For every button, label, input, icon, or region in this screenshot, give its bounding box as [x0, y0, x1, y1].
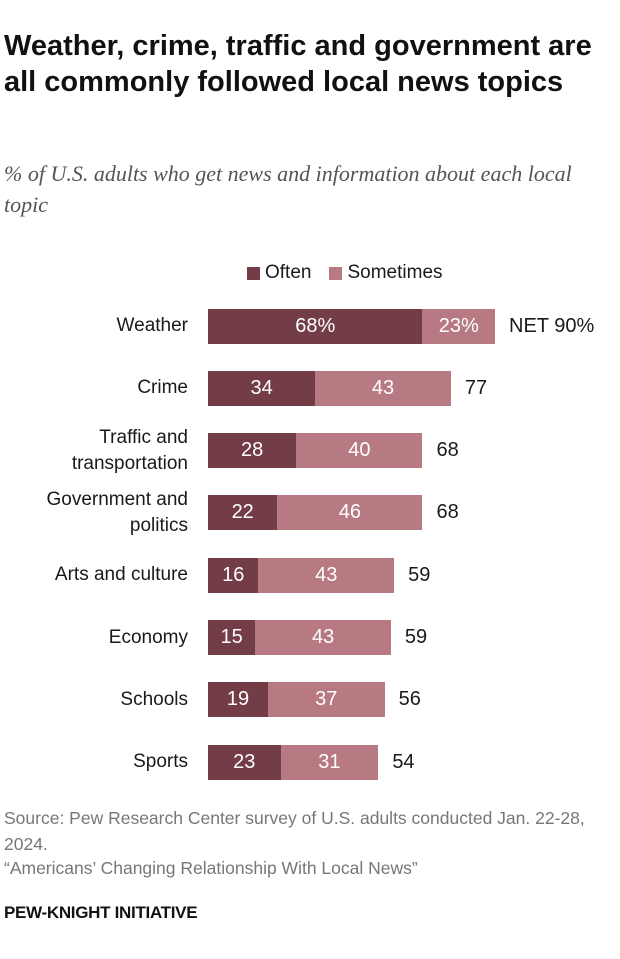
bar-sometimes: 43: [255, 620, 391, 655]
bar-often: 34: [208, 370, 316, 406]
bar-often: 15: [208, 620, 256, 655]
net-label: NET 90%: [509, 314, 595, 337]
category-label: Traffic and transportation: [71, 426, 188, 474]
category-label: Government and politics: [46, 488, 188, 536]
bar-sometimes: 40: [296, 433, 423, 469]
bar-often: 19: [208, 682, 268, 718]
bar-often: 68%: [208, 308, 423, 344]
category-label: Economy: [108, 626, 188, 648]
legend-label-sometimes: Sometimes: [347, 262, 443, 283]
category-label: Schools: [120, 688, 188, 710]
chart-title: Weather, crime, traffic and government a…: [4, 30, 592, 98]
legend: Often Sometimes: [247, 262, 443, 284]
report-title: “Americans’ Changing Relationship With L…: [4, 858, 418, 878]
category-label: Crime: [137, 377, 188, 399]
bar-sometimes: 46: [277, 495, 423, 531]
net-label: 59: [408, 563, 431, 586]
brand-label: PEW-KNIGHT INITIATIVE: [4, 903, 198, 922]
bar-sometimes: 43: [258, 557, 395, 593]
category-label: Sports: [133, 751, 188, 773]
bar-often: 23: [208, 744, 281, 780]
bar-sometimes: 43: [315, 370, 451, 406]
net-label: 68: [436, 501, 459, 524]
net-label: 54: [392, 750, 415, 773]
bar-sometimes: 23%: [422, 308, 495, 344]
bar-often: 28: [208, 433, 297, 469]
bar-often: 22: [208, 495, 278, 531]
chart-subtitle: % of U.S. adults who get news and inform…: [4, 161, 572, 217]
net-label: 68: [436, 439, 459, 462]
bar-sometimes: 37: [267, 682, 385, 718]
legend-swatch-sometimes: [329, 266, 343, 280]
bar-sometimes: 31: [280, 744, 379, 780]
legend-label-often: Often: [265, 262, 312, 283]
bar-often: 16: [208, 557, 259, 593]
net-label: 56: [398, 688, 421, 711]
source-note: Source: Pew Research Center survey of U.…: [4, 808, 585, 854]
net-label: 77: [464, 376, 488, 399]
category-label: Arts and culture: [54, 564, 188, 586]
legend-swatch-often: [247, 266, 260, 280]
category-label: Weather: [116, 315, 188, 336]
net-label: 59: [404, 626, 428, 648]
